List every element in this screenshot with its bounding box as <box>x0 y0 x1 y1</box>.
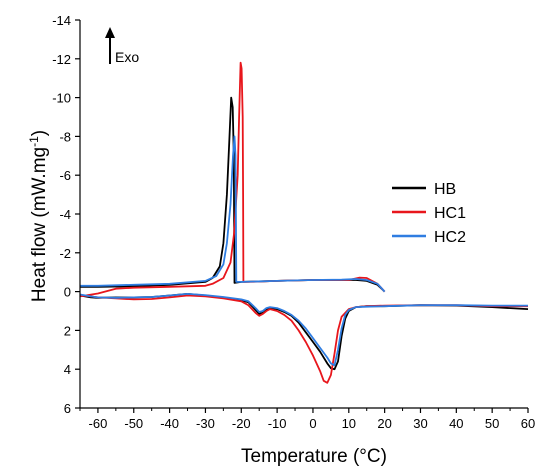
y-axis-label: Heat flow (mW.mg-1) <box>27 130 50 302</box>
exo-arrowhead-icon <box>105 27 115 38</box>
y-axis-ticks: -14 -12 -10 -8 -6 -4 -2 0 2 4 6 <box>52 13 80 416</box>
x-axis-label: Temperature (°C) <box>241 446 387 467</box>
plot-area: -60 -50 -40 -30 -20 -10 0 10 20 30 40 50 60 -14-12-1… <box>52 13 535 431</box>
series-hc1-heating-line <box>79 294 528 384</box>
x-tick-label: 30 <box>413 416 427 431</box>
legend-label-hb: HB <box>434 181 456 198</box>
x-tick-label: 10 <box>342 416 356 431</box>
x-tick-label: 0 <box>309 416 316 431</box>
y-tick-label: 2 <box>64 323 71 338</box>
x-tick-label: 60 <box>521 416 535 431</box>
exo-label: Exo <box>115 49 139 65</box>
series-hb-cooling-line <box>80 96 386 293</box>
y-tick-label: -2 <box>59 246 71 261</box>
y-tick-label: -12 <box>52 52 71 67</box>
y-tick-label: 4 <box>64 362 71 377</box>
x-tick-label: -10 <box>268 416 287 431</box>
y-tick-label: 6 <box>64 401 71 416</box>
y-axis-label-close: ) <box>29 130 50 136</box>
series-hc2-heating-line <box>79 293 528 367</box>
x-tick-label: 20 <box>377 416 391 431</box>
y-tick-label: -8 <box>59 129 71 144</box>
exo-annotation: Exo <box>105 27 139 65</box>
y-tick-label: -4 <box>59 207 71 222</box>
series-layer <box>79 61 529 384</box>
y-axis-label-sup: -1 <box>27 136 41 147</box>
x-tick-label: 40 <box>449 416 463 431</box>
x-tick-label: -50 <box>124 416 143 431</box>
legend-label-hc2: HC2 <box>434 229 466 246</box>
x-axis-ticks: -60 -50 -40 -30 -20 -10 0 10 20 30 40 50 60 <box>79 408 535 431</box>
y-tick-label: -10 <box>52 91 71 106</box>
y-tick-label: -14 <box>52 13 71 28</box>
x-tick-label: 50 <box>485 416 499 431</box>
series-hc2-cooling-line <box>80 135 386 293</box>
y-axis-label-main: Heat flow (mW.mg <box>29 147 50 302</box>
y-tick-label: 0 <box>64 285 71 300</box>
legend-label-hc1: HC1 <box>434 205 466 222</box>
x-tick-label: -40 <box>160 416 179 431</box>
y-tick-label: -6 <box>59 168 71 183</box>
x-tick-label: -20 <box>232 416 251 431</box>
legend: HB HC1 HC2 <box>392 181 466 246</box>
x-tick-label: -60 <box>89 416 108 431</box>
x-tick-label: -30 <box>196 416 215 431</box>
